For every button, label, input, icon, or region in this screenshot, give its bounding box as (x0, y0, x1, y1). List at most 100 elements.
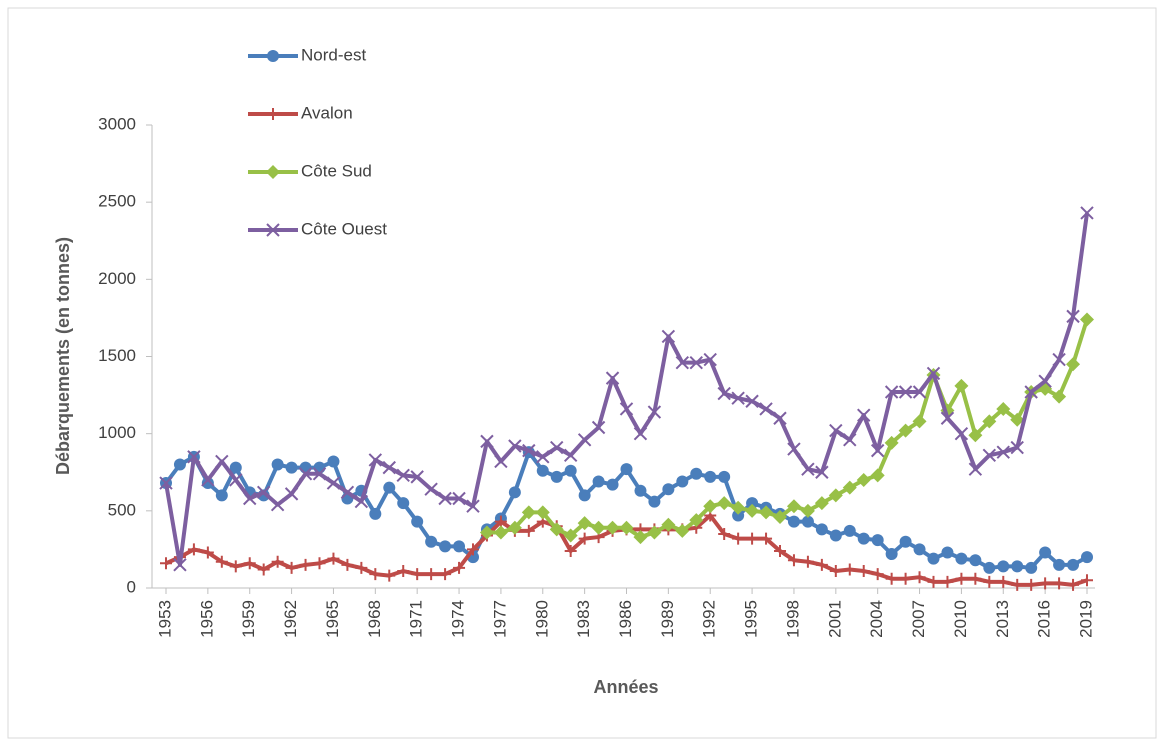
chart-frame (7, 7, 1157, 739)
point (773, 411, 787, 425)
point (732, 509, 745, 522)
point (619, 402, 634, 416)
point (1080, 312, 1094, 327)
point (397, 497, 410, 510)
point (578, 532, 591, 545)
y-tick-label: 1500 (98, 346, 136, 365)
x-tick-label: 2007 (909, 600, 928, 638)
point (535, 505, 550, 520)
point (326, 476, 341, 490)
point (1038, 374, 1052, 388)
point (383, 481, 396, 494)
point (647, 525, 662, 540)
point (1025, 561, 1038, 574)
point (493, 525, 508, 540)
point (563, 528, 578, 543)
y-tick-label: 500 (108, 500, 136, 519)
point (703, 499, 718, 514)
point (982, 448, 997, 462)
point (201, 477, 214, 490)
point (383, 569, 396, 582)
point (271, 555, 284, 568)
point (940, 411, 955, 425)
x-tick-label: 2016 (1035, 600, 1054, 638)
point (885, 548, 898, 561)
point (982, 414, 997, 429)
point (592, 475, 605, 488)
point (662, 483, 675, 496)
point (229, 473, 243, 487)
x-tick-label: 1989 (658, 600, 677, 638)
point (899, 535, 912, 548)
point (577, 516, 592, 531)
x-tick-label: 1968 (365, 600, 384, 638)
point (369, 568, 382, 581)
point (215, 489, 228, 502)
point (1025, 578, 1038, 591)
point (201, 473, 215, 487)
legend-marker (266, 165, 280, 179)
point (243, 491, 257, 506)
point (606, 478, 619, 491)
point (787, 515, 800, 528)
point (1066, 357, 1081, 372)
point (676, 475, 689, 488)
point (814, 496, 829, 511)
point (661, 329, 676, 344)
point (787, 442, 801, 456)
point (829, 423, 843, 438)
point (564, 544, 577, 557)
point (299, 558, 312, 571)
point (494, 454, 508, 469)
point (732, 532, 745, 545)
point (591, 520, 606, 535)
x-tick-label: 1986 (616, 600, 635, 638)
y-axis-title: Débarquements (en tonnes) (53, 237, 73, 475)
point (996, 401, 1011, 416)
point (898, 385, 913, 399)
point (898, 423, 913, 438)
x-tick-label: 1995 (742, 600, 761, 638)
point (884, 435, 899, 450)
point (1010, 440, 1024, 455)
point (467, 543, 479, 556)
point (591, 420, 606, 435)
point (717, 386, 731, 401)
point (549, 522, 564, 537)
point (340, 485, 355, 500)
point (633, 530, 648, 545)
point (745, 394, 759, 408)
point (912, 414, 927, 429)
point (453, 561, 466, 574)
x-axis-title: Années (593, 677, 658, 697)
legend-label: Côte Sud (301, 161, 372, 180)
point (508, 486, 521, 499)
point (760, 532, 773, 545)
point (563, 448, 578, 462)
point (439, 540, 452, 553)
point (969, 572, 982, 585)
point (731, 391, 745, 405)
point (647, 405, 662, 419)
point (828, 488, 843, 503)
point (884, 385, 899, 399)
point (1080, 206, 1094, 220)
point (829, 529, 842, 542)
point (312, 467, 327, 481)
point (843, 563, 856, 576)
point (843, 433, 857, 447)
point (368, 453, 383, 467)
point (1067, 578, 1080, 591)
point (829, 565, 842, 578)
point (425, 568, 438, 581)
point (718, 527, 731, 540)
point (968, 428, 983, 443)
point (215, 454, 229, 469)
point (926, 366, 941, 381)
point (968, 462, 983, 476)
point (298, 467, 313, 481)
point (369, 507, 382, 520)
point (941, 575, 954, 588)
point (410, 470, 424, 484)
